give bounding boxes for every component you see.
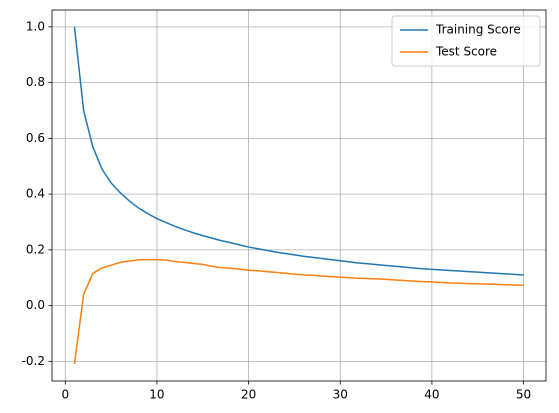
legend-box [391, 15, 541, 67]
y-tick-label: 0.8 [26, 75, 45, 89]
line-series [73, 26, 524, 276]
x-tick-label: 50 [516, 388, 531, 402]
y-tick-label: 0.4 [26, 187, 45, 201]
x-tick-label: 20 [241, 388, 256, 402]
x-tick-label: 30 [333, 388, 348, 402]
x-tick-label: 10 [149, 388, 164, 402]
y-tick-label: -0.2 [22, 354, 45, 368]
legend-label: Test Score [435, 45, 497, 59]
legend: Training Score Test Score [391, 15, 541, 67]
legend-label: Training Score [435, 23, 521, 37]
y-tick-label: 0.0 [26, 298, 45, 312]
y-tick-label: 0.6 [26, 131, 45, 145]
x-tick-label: 40 [424, 388, 439, 402]
y-tick-label: 1.0 [26, 19, 45, 33]
x-tick-label: 0 [61, 388, 69, 402]
line-series [73, 258, 524, 365]
plot-frame [51, 9, 547, 382]
y-tick-label: 0.2 [26, 242, 45, 256]
